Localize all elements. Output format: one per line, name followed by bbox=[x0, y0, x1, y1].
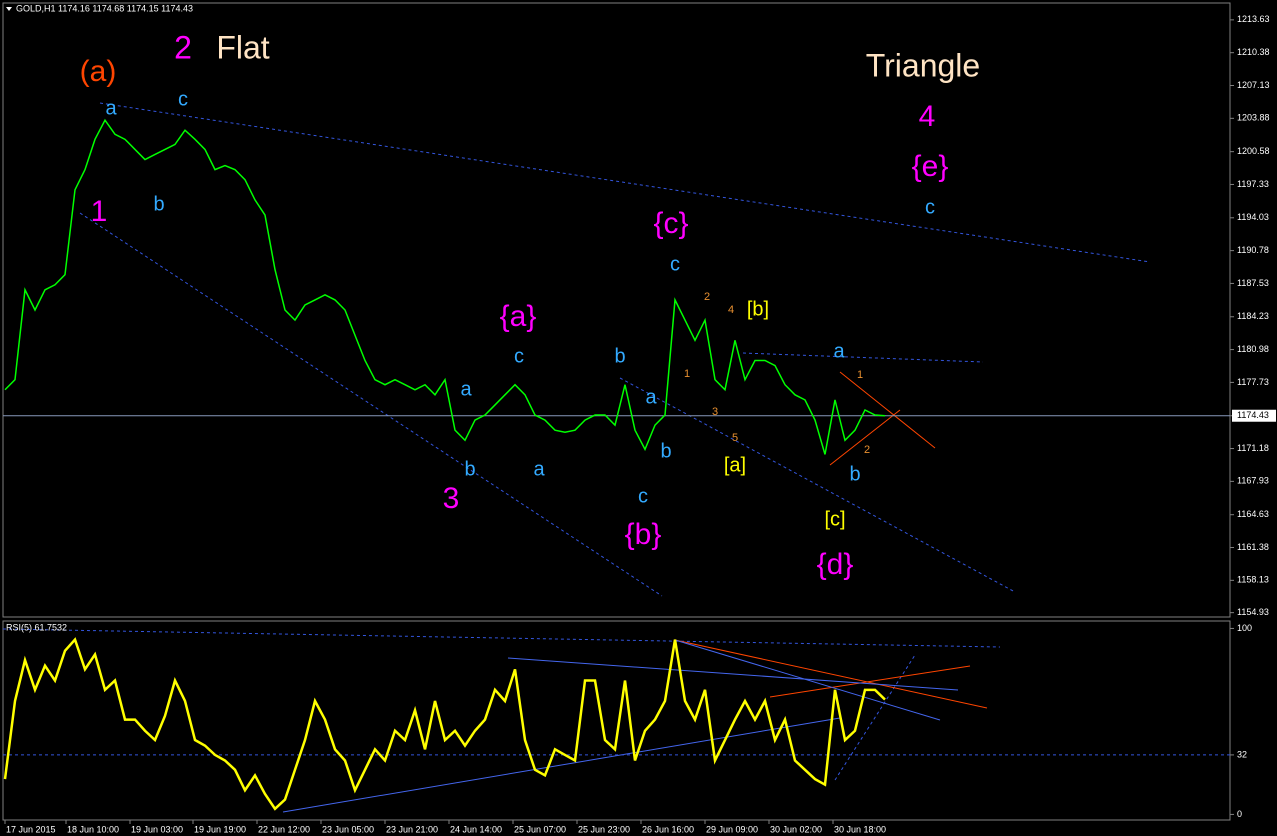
wave-label: 2 bbox=[704, 291, 710, 303]
trendline bbox=[2, 628, 1001, 648]
wave-label: {d} bbox=[817, 548, 854, 581]
trendline bbox=[674, 639, 988, 709]
wave-label: b bbox=[849, 463, 860, 485]
x-tick-label: 30 Jun 02:00 bbox=[770, 824, 822, 834]
wave-label: {c} bbox=[653, 207, 688, 240]
trendline bbox=[674, 639, 941, 721]
trendline bbox=[507, 657, 959, 691]
wave-label: 2 bbox=[174, 29, 192, 65]
y-tick-label: 1184.23 bbox=[1237, 311, 1269, 321]
series-line bbox=[4, 118, 886, 455]
wave-label: 4 bbox=[728, 304, 734, 316]
wave-label: b bbox=[153, 193, 164, 215]
wave-label: 1 bbox=[684, 368, 690, 380]
wave-label: 3 bbox=[712, 406, 718, 418]
y-tick-label: 1210.38 bbox=[1237, 47, 1270, 57]
wave-label: 1 bbox=[91, 195, 108, 228]
x-tick-label: 29 Jun 09:00 bbox=[706, 824, 758, 834]
trendline bbox=[619, 377, 1016, 593]
y-tick-label: 1200.58 bbox=[1237, 146, 1270, 156]
trendline bbox=[79, 212, 663, 597]
wave-label: {a} bbox=[500, 300, 537, 333]
x-tick-label: 24 Jun 14:00 bbox=[450, 824, 502, 834]
wave-label: c bbox=[638, 485, 648, 507]
y-tick-label: 0 bbox=[1237, 809, 1242, 819]
x-tick-label: 30 Jun 18:00 bbox=[834, 824, 886, 834]
x-tick-label: 19 Jun 19:00 bbox=[194, 824, 246, 834]
trendline bbox=[829, 409, 901, 466]
x-tick-label: 25 Jun 07:00 bbox=[514, 824, 566, 834]
wave-label: 3 bbox=[443, 482, 460, 515]
x-tick-label: 25 Jun 23:00 bbox=[578, 824, 630, 834]
trendline bbox=[769, 665, 971, 698]
y-tick-label: 1207.13 bbox=[1237, 80, 1270, 90]
y-tick-label: 1177.73 bbox=[1237, 377, 1269, 387]
wave-label: b bbox=[614, 345, 625, 367]
wave-label: 2 bbox=[864, 444, 870, 456]
trendline bbox=[834, 654, 916, 781]
wave-label: c bbox=[514, 345, 524, 367]
wave-label: [c] bbox=[824, 508, 845, 530]
wave-label: b bbox=[464, 458, 475, 480]
triangle-lines bbox=[674, 371, 988, 709]
wave-label: a bbox=[105, 97, 117, 119]
trendline bbox=[742, 352, 984, 363]
wave-label: Triangle bbox=[866, 47, 980, 83]
y-tick-label: 1158.13 bbox=[1237, 575, 1269, 585]
y-tick-label: 1194.03 bbox=[1237, 212, 1269, 222]
wave-label: Flat bbox=[216, 29, 269, 65]
x-tick-label: 18 Jun 10:00 bbox=[67, 824, 119, 834]
y-tick-label: 1154.93 bbox=[1237, 607, 1269, 617]
y-tick-label: 1197.33 bbox=[1237, 179, 1269, 189]
wave-label: {b} bbox=[625, 518, 662, 551]
wave-label: [b] bbox=[747, 298, 769, 320]
y-tick-label: 1174.43 bbox=[1237, 410, 1269, 420]
series-line bbox=[3, 637, 886, 811]
y-tick-label: 1171.18 bbox=[1237, 443, 1269, 453]
menu-arrow[interactable] bbox=[6, 7, 12, 11]
y-tick-label: 1167.93 bbox=[1237, 476, 1269, 486]
y-tick-label: 1180.98 bbox=[1237, 344, 1269, 354]
wave-label: (a) bbox=[80, 55, 117, 88]
x-tick-label: 23 Jun 21:00 bbox=[386, 824, 438, 834]
trendlines bbox=[2, 102, 1151, 781]
x-tick-label: 22 Jun 12:00 bbox=[258, 824, 310, 834]
wave-label: a bbox=[533, 458, 545, 480]
x-tick-label: 23 Jun 05:00 bbox=[322, 824, 374, 834]
y-tick-label: 32 bbox=[1237, 749, 1247, 759]
y-tick-label: 1190.78 bbox=[1237, 245, 1269, 255]
wave-label: 1 bbox=[857, 369, 863, 381]
wave-label: 5 bbox=[732, 432, 738, 444]
wave-label: [a] bbox=[724, 454, 746, 476]
y-tick-label: 1187.53 bbox=[1237, 278, 1269, 288]
y-tick-label: 1161.38 bbox=[1237, 542, 1269, 552]
trendline bbox=[282, 717, 841, 813]
current-price-box bbox=[1232, 409, 1276, 422]
wave-label: c bbox=[925, 196, 935, 218]
wave-label: 4 bbox=[919, 100, 936, 133]
wave-label: a bbox=[833, 340, 845, 362]
price-panel bbox=[2, 2, 1231, 618]
x-tick-label: 17 Jun 2015 bbox=[6, 824, 56, 834]
y-tick-label: 1203.88 bbox=[1237, 113, 1270, 123]
wave-label: c bbox=[670, 253, 680, 275]
trendline bbox=[99, 102, 1151, 263]
wave-label: {e} bbox=[912, 150, 949, 183]
trendline bbox=[839, 371, 936, 449]
y-tick-label: 1213.63 bbox=[1237, 14, 1270, 24]
wave-label: a bbox=[460, 378, 472, 400]
y-tick-label: 100 bbox=[1237, 623, 1252, 633]
rsi-panel bbox=[2, 620, 1231, 821]
rsi-trendlines bbox=[282, 639, 959, 813]
x-tick-label: 19 Jun 03:00 bbox=[131, 824, 183, 834]
chart-title: GOLD,H1 1174.16 1174.68 1174.15 1174.43 bbox=[16, 3, 193, 13]
rsi-title: RSI(5) 61.7532 bbox=[6, 622, 67, 632]
y-tick-label: 1164.63 bbox=[1237, 509, 1269, 519]
wave-label: c bbox=[178, 88, 188, 110]
x-tick-label: 26 Jun 16:00 bbox=[642, 824, 694, 834]
wave-label: b bbox=[660, 440, 671, 462]
wave-label: a bbox=[645, 386, 657, 408]
